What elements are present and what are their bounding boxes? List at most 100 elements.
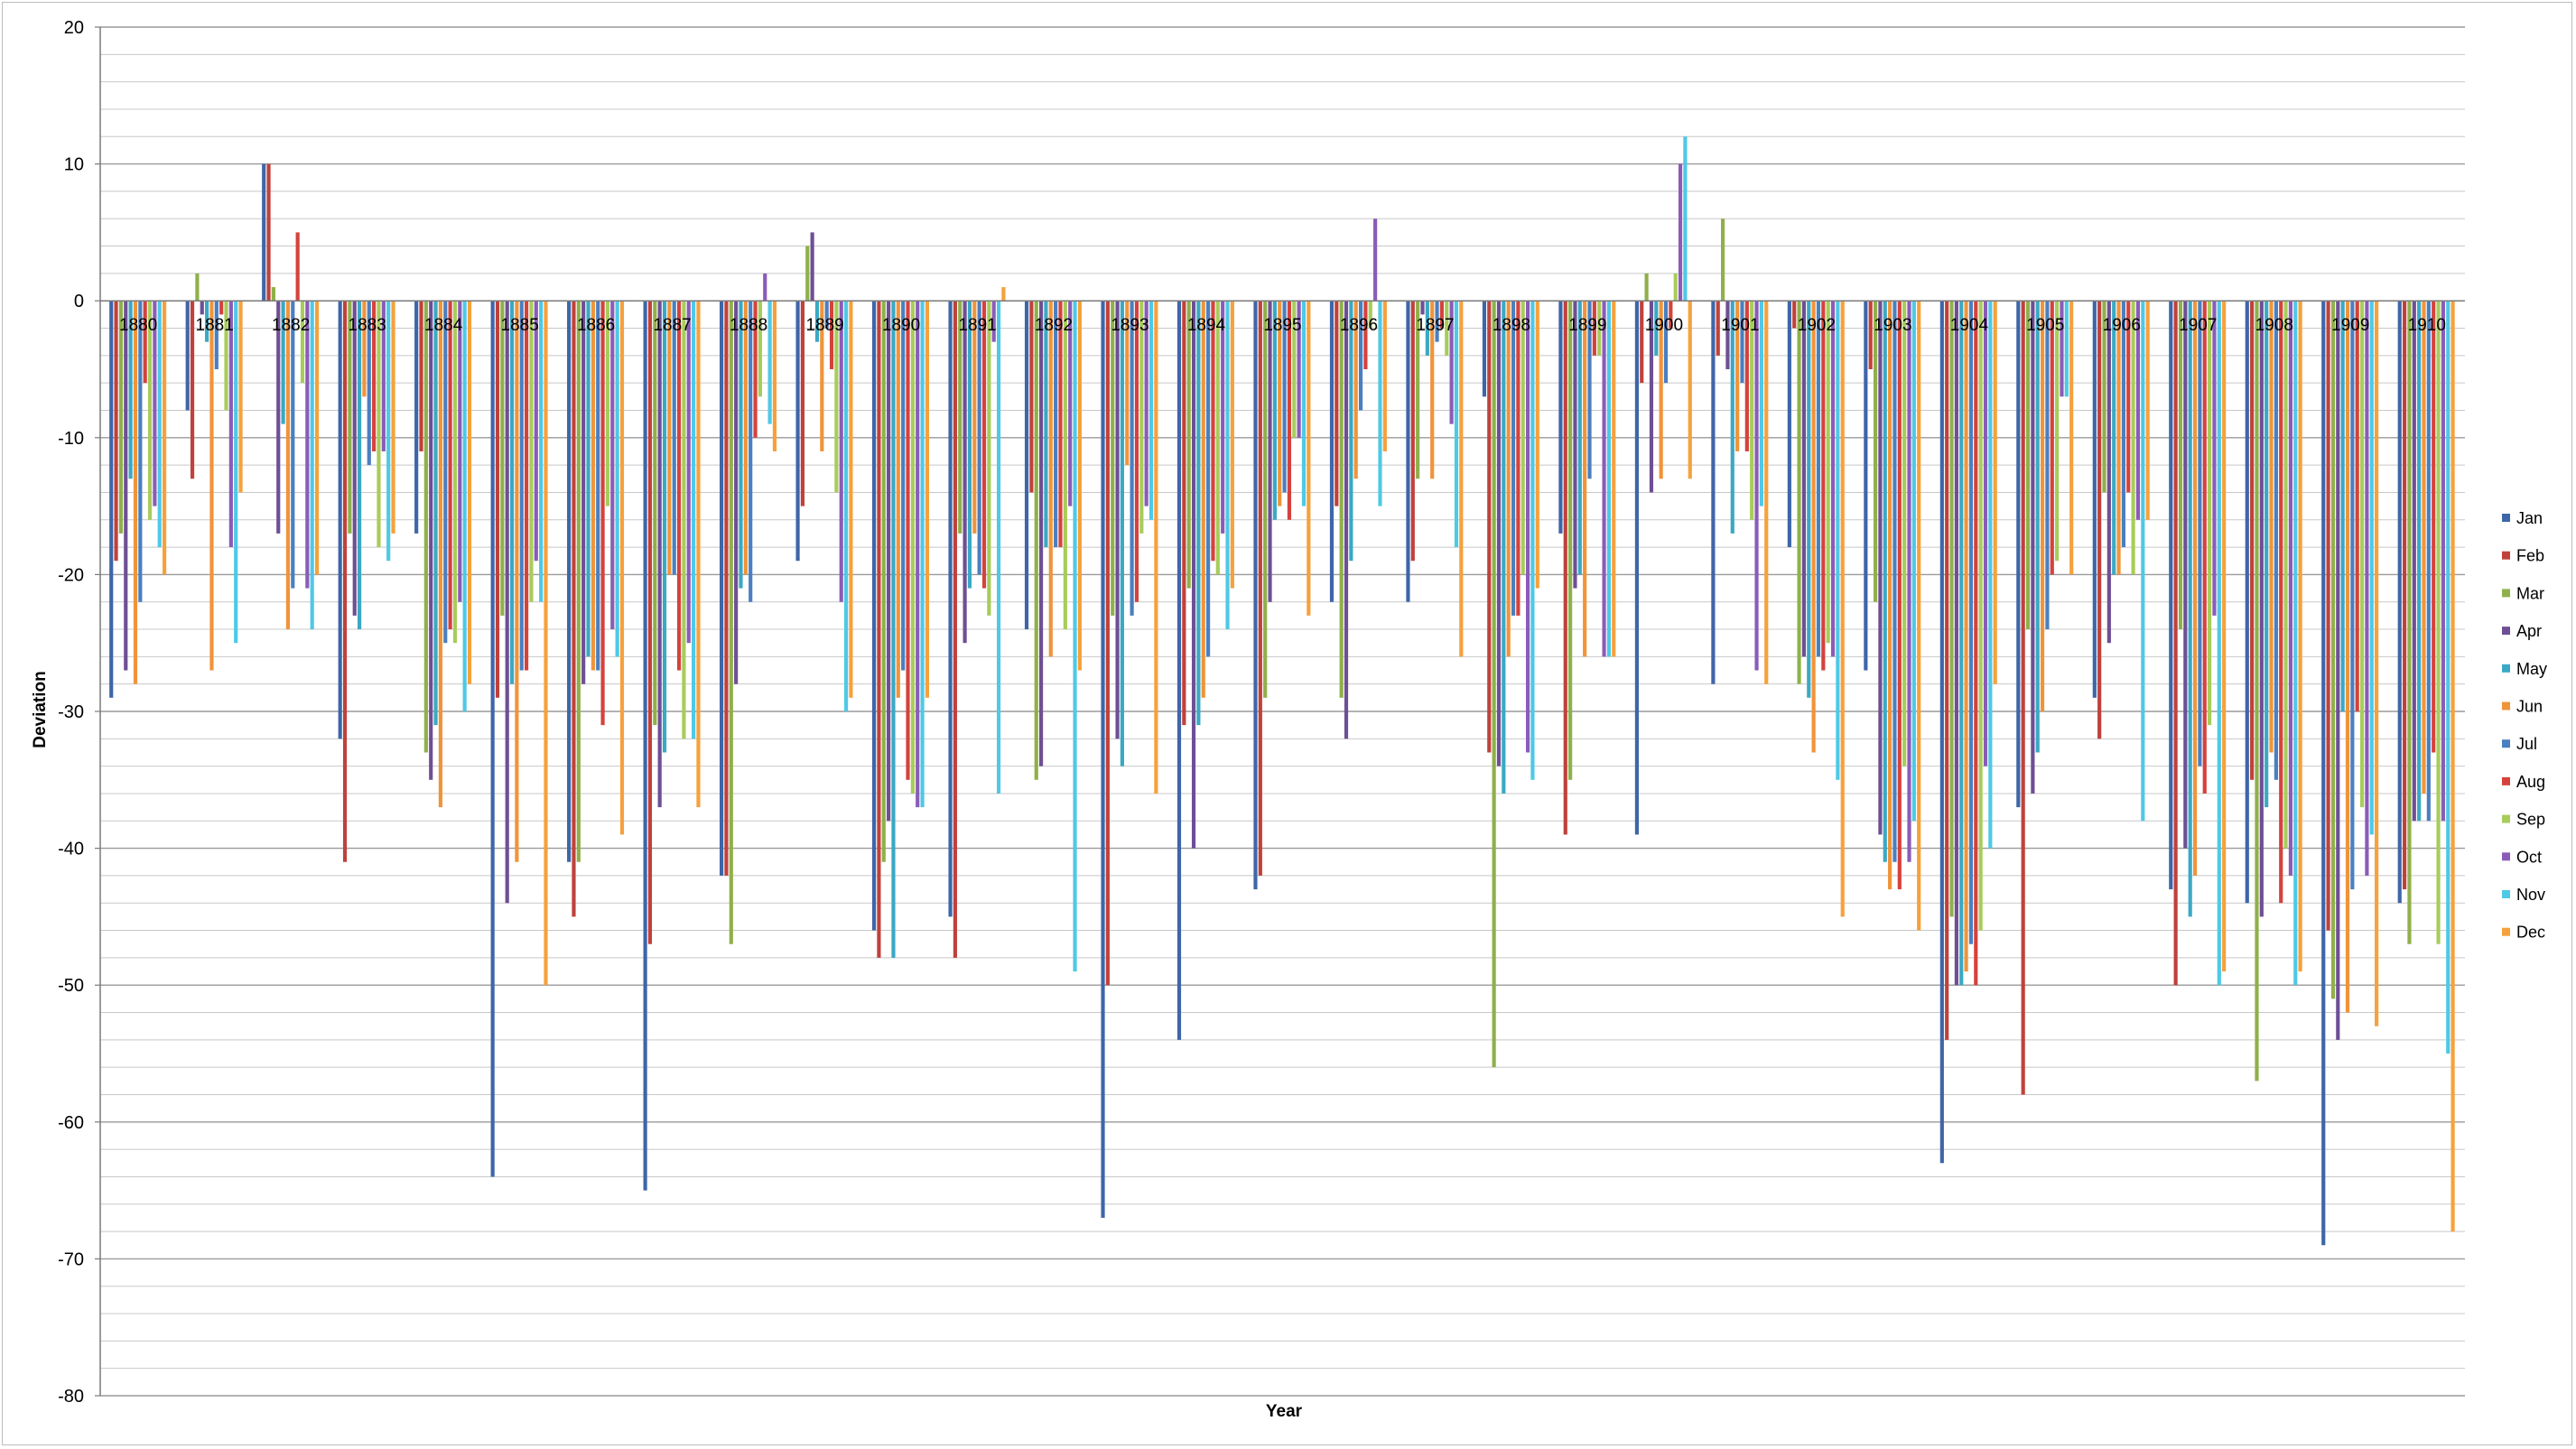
bar-jun-1894 bbox=[1201, 301, 1205, 698]
bar-jul-1910 bbox=[2426, 301, 2431, 822]
year-label: 1890 bbox=[882, 316, 920, 335]
bar-aug-1881 bbox=[219, 301, 224, 315]
bar-jan-1900 bbox=[1634, 301, 1639, 835]
bar-jan-1896 bbox=[1329, 301, 1334, 602]
gridlines bbox=[100, 26, 2465, 1397]
bar-feb-1910 bbox=[2403, 301, 2407, 890]
bar-jun-1902 bbox=[1811, 301, 1816, 753]
bar-aug-1893 bbox=[1134, 301, 1139, 602]
bar-nov-1898 bbox=[1530, 301, 1535, 780]
y-tick-label: 20 bbox=[64, 18, 84, 38]
y-tick-label: -80 bbox=[58, 1387, 84, 1407]
bar-dec-1900 bbox=[1688, 301, 1692, 479]
bar-may-1895 bbox=[1272, 301, 1277, 520]
year-label: 1898 bbox=[1493, 316, 1530, 335]
bar-may-1901 bbox=[1730, 301, 1734, 534]
bar-oct-1881 bbox=[228, 301, 233, 548]
bar-nov-1897 bbox=[1454, 301, 1459, 548]
bar-sep-1889 bbox=[834, 301, 839, 493]
bar-feb-1887 bbox=[647, 301, 653, 944]
bar-dec-1903 bbox=[1917, 301, 1921, 931]
bar-nov-1896 bbox=[1378, 301, 1382, 506]
bar-aug-1903 bbox=[1897, 301, 1902, 890]
bar-sep-1906 bbox=[2131, 301, 2135, 575]
bar-feb-1882 bbox=[266, 163, 271, 302]
bar-oct-1908 bbox=[2288, 301, 2293, 876]
year-label: 1895 bbox=[1263, 316, 1301, 335]
bar-may-1890 bbox=[891, 301, 896, 958]
bar-jul-1887 bbox=[672, 301, 676, 575]
legend-label-may: May bbox=[2516, 660, 2547, 678]
bar-mar-1889 bbox=[805, 246, 810, 302]
bar-feb-1889 bbox=[800, 301, 805, 506]
legend-swatch-aug bbox=[2502, 776, 2510, 785]
bar-dec-1892 bbox=[1077, 301, 1082, 671]
bars bbox=[109, 136, 2455, 1246]
bar-aug-1900 bbox=[1669, 301, 1673, 329]
bar-mar-1907 bbox=[2178, 301, 2183, 630]
bar-jul-1888 bbox=[749, 301, 753, 602]
bar-nov-1885 bbox=[539, 301, 544, 602]
bar-feb-1898 bbox=[1487, 301, 1492, 753]
bar-aug-1899 bbox=[1592, 301, 1596, 356]
bar-jan-1883 bbox=[338, 301, 342, 739]
bar-aug-1898 bbox=[1516, 301, 1520, 616]
bar-aug-1904 bbox=[1974, 301, 1978, 986]
bar-oct-1903 bbox=[1907, 301, 1911, 862]
bar-jun-1887 bbox=[667, 301, 672, 575]
bar-feb-1893 bbox=[1105, 301, 1110, 986]
year-label: 1882 bbox=[272, 316, 310, 335]
bar-apr-1886 bbox=[581, 301, 586, 684]
year-label: 1907 bbox=[2179, 316, 2217, 335]
bar-jan-1909 bbox=[2321, 301, 2326, 1246]
bar-jan-1905 bbox=[2016, 301, 2021, 808]
bar-sep-1886 bbox=[605, 301, 610, 506]
bar-jul-1901 bbox=[1740, 301, 1744, 384]
bar-dec-1891 bbox=[1001, 287, 1006, 302]
bar-feb-1903 bbox=[1868, 301, 1873, 369]
year-label: 1899 bbox=[1568, 316, 1606, 335]
bar-jan-1892 bbox=[1024, 301, 1029, 630]
bar-nov-1892 bbox=[1073, 301, 1077, 972]
bar-sep-1907 bbox=[2208, 301, 2212, 726]
bar-feb-1909 bbox=[2326, 301, 2330, 931]
year-label: 1892 bbox=[1035, 316, 1073, 335]
bar-sep-1898 bbox=[1520, 301, 1525, 575]
bar-oct-1880 bbox=[153, 301, 157, 506]
bar-may-1909 bbox=[2340, 301, 2345, 711]
bar-jan-1882 bbox=[262, 163, 266, 302]
bar-sep-1892 bbox=[1063, 301, 1067, 630]
legend-label-oct: Oct bbox=[2516, 848, 2542, 866]
bar-feb-1908 bbox=[2250, 301, 2255, 780]
bar-may-1902 bbox=[1807, 301, 1811, 698]
bar-nov-1893 bbox=[1149, 301, 1154, 520]
bar-oct-1901 bbox=[1754, 301, 1759, 671]
bar-feb-1904 bbox=[1945, 301, 1949, 1040]
bar-apr-1903 bbox=[1878, 301, 1883, 835]
bar-oct-1910 bbox=[2441, 301, 2445, 822]
bar-jul-1884 bbox=[443, 301, 448, 644]
bar-jul-1889 bbox=[824, 301, 829, 329]
bar-nov-1886 bbox=[615, 301, 619, 657]
bar-may-1884 bbox=[433, 301, 438, 726]
bar-jul-1896 bbox=[1358, 301, 1363, 411]
bar-jul-1908 bbox=[2274, 301, 2278, 780]
bar-sep-1909 bbox=[2359, 301, 2365, 808]
bar-aug-1888 bbox=[753, 301, 758, 438]
legend-label-sep: Sep bbox=[2516, 811, 2545, 829]
bar-sep-1882 bbox=[300, 301, 305, 384]
bar-dec-1908 bbox=[2298, 301, 2302, 972]
year-label: 1906 bbox=[2103, 316, 2141, 335]
bar-feb-1892 bbox=[1029, 301, 1034, 493]
bar-feb-1899 bbox=[1563, 301, 1567, 835]
y-tick-label: 10 bbox=[64, 155, 84, 175]
bar-apr-1902 bbox=[1801, 301, 1807, 657]
bar-sep-1908 bbox=[2283, 301, 2288, 849]
bar-jul-1904 bbox=[1968, 301, 1974, 944]
bar-dec-1895 bbox=[1307, 301, 1311, 616]
bar-mar-1898 bbox=[1492, 301, 1496, 1068]
bar-nov-1899 bbox=[1606, 301, 1612, 657]
bar-aug-1901 bbox=[1744, 301, 1749, 451]
bar-apr-1907 bbox=[2183, 301, 2188, 849]
year-label: 1909 bbox=[2331, 316, 2369, 335]
